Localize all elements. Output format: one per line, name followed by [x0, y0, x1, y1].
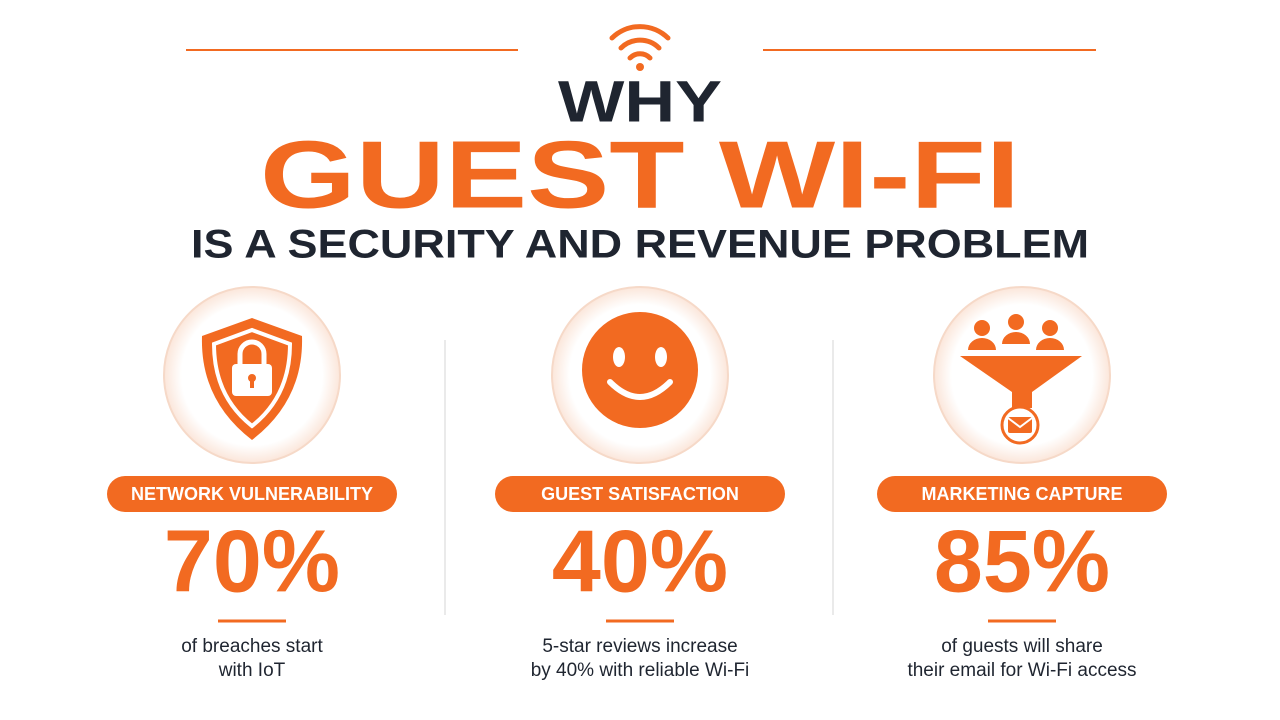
card-stat: 40%	[552, 511, 728, 610]
card-description: of breaches start	[181, 636, 323, 657]
card-label: GUEST SATISFACTION	[541, 484, 739, 504]
card-description: 5-star reviews increase	[542, 636, 737, 657]
card-description: with IoT	[218, 660, 286, 681]
eyebrow: WHY	[558, 69, 722, 134]
smiley-icon	[582, 312, 698, 428]
card-stat: 70%	[164, 511, 340, 610]
cards: NETWORK VULNERABILITY 70% of breaches star…	[107, 476, 1167, 681]
card-label: MARKETING CAPTURE	[922, 484, 1123, 504]
label-pill	[495, 476, 785, 512]
card-stat: 85%	[934, 511, 1110, 610]
shield-icon	[201, 318, 303, 440]
card-label: NETWORK VULNERABILITY	[131, 484, 373, 504]
label-pill	[877, 476, 1167, 512]
card-description: by 40% with reliable Wi-Fi	[531, 660, 750, 681]
wifi-icon	[609, 24, 671, 71]
subtitle: IS A SECURITY AND REVENUE PROBLEM	[191, 223, 1089, 267]
title: GUEST WI-FI	[260, 121, 1020, 228]
label-pill	[107, 476, 397, 512]
card-description: their email for Wi-Fi access	[907, 660, 1136, 681]
funnel-icon	[960, 314, 1082, 445]
card-description: of guests will share	[941, 636, 1103, 657]
